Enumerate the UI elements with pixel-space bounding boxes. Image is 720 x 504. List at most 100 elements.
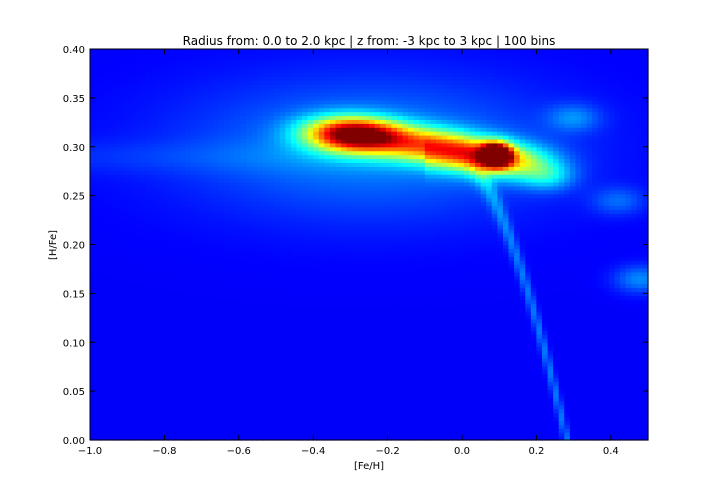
heatmap-cell — [184, 310, 192, 316]
heatmap-cell — [324, 84, 331, 89]
heatmap-cell — [251, 248, 258, 253]
heatmap-cell — [117, 217, 125, 222]
heatmap-cell — [290, 185, 298, 191]
heatmap-cell — [274, 49, 281, 54]
heatmap-cell — [313, 271, 320, 277]
heatmap-cell — [184, 361, 192, 367]
heatmap-cell — [246, 99, 253, 105]
heatmap-cell — [117, 205, 125, 210]
heatmap-cell — [290, 60, 298, 66]
heatmap-cell — [168, 436, 175, 441]
heatmap-cell — [145, 205, 152, 210]
heatmap-cell — [274, 158, 281, 163]
heatmap-cell — [290, 326, 298, 332]
heatmap-cell — [346, 146, 353, 152]
heatmap-cell — [140, 56, 147, 62]
heatmap-cell — [207, 303, 214, 308]
heatmap-cell — [207, 396, 214, 402]
heatmap-cell — [346, 260, 353, 265]
heatmap-cell — [134, 103, 141, 109]
heatmap-cell — [207, 119, 214, 124]
heatmap-cell — [112, 92, 119, 97]
heatmap-cell — [162, 330, 169, 336]
heatmap-cell — [357, 267, 365, 273]
heatmap-cell — [257, 138, 264, 144]
heatmap-cell — [173, 236, 180, 242]
heatmap-cell — [184, 248, 192, 253]
heatmap-cell — [207, 369, 214, 375]
heatmap-cell — [201, 221, 208, 226]
heatmap-cell — [207, 185, 214, 191]
heatmap-cell — [101, 283, 108, 289]
heatmap-cell — [274, 76, 281, 81]
heatmap-cell — [117, 377, 125, 382]
heatmap-cell — [357, 221, 365, 226]
heatmap-cell — [145, 107, 152, 113]
heatmap-cell — [151, 115, 158, 120]
heatmap-cell — [251, 350, 258, 355]
heatmap-cell — [223, 64, 231, 70]
heatmap-cell — [101, 350, 108, 355]
heatmap-cell — [352, 408, 359, 414]
heatmap-cell — [324, 119, 331, 124]
heatmap-cell — [168, 322, 175, 328]
heatmap-cell — [307, 189, 314, 195]
heatmap-cell — [218, 209, 225, 214]
heatmap-cell — [162, 260, 169, 265]
heatmap-cell — [296, 217, 303, 222]
heatmap-cell — [313, 166, 320, 171]
heatmap-cell — [324, 60, 331, 66]
heatmap-cell — [223, 236, 231, 242]
heatmap-cell — [106, 56, 113, 62]
heatmap-cell — [246, 224, 253, 230]
heatmap-cell — [329, 271, 337, 277]
heatmap-cell — [235, 228, 242, 234]
heatmap-cell — [341, 385, 348, 390]
heatmap-cell — [335, 236, 342, 242]
heatmap-cell — [313, 131, 320, 136]
heatmap-cell — [123, 64, 130, 70]
heatmap-cell — [140, 99, 147, 105]
heatmap-cell — [346, 381, 353, 386]
heatmap-cell — [302, 260, 309, 265]
heatmap-cell — [352, 264, 359, 269]
heatmap-cell — [262, 146, 270, 152]
heatmap-cell — [229, 271, 236, 277]
heatmap-cell — [117, 72, 125, 77]
heatmap-cell — [279, 76, 286, 81]
heatmap-cell — [357, 357, 365, 363]
heatmap-cell — [257, 158, 264, 163]
heatmap-cell — [307, 424, 314, 429]
heatmap-cell — [212, 131, 219, 136]
heatmap-cell — [179, 49, 186, 54]
heatmap-cell — [151, 248, 158, 253]
heatmap-cell — [184, 393, 192, 398]
heatmap-cell — [290, 80, 298, 85]
heatmap-cell — [318, 68, 325, 74]
heatmap-cell — [246, 256, 253, 261]
heatmap-cell — [134, 80, 141, 85]
heatmap-cell — [145, 135, 152, 140]
heatmap-cell — [268, 295, 275, 300]
heatmap-cell — [329, 213, 337, 218]
heatmap-cell — [307, 303, 314, 308]
heatmap-cell — [140, 287, 147, 293]
heatmap-cell — [134, 396, 141, 402]
heatmap-cell — [240, 162, 247, 167]
heatmap-cell — [201, 299, 208, 304]
heatmap-cell — [90, 396, 97, 402]
heatmap-cell — [318, 342, 325, 347]
heatmap-cell — [296, 385, 303, 390]
heatmap-cell — [223, 291, 231, 296]
heatmap-cell — [207, 213, 214, 218]
heatmap-cell — [262, 240, 270, 246]
heatmap-cell — [341, 236, 348, 242]
heatmap-cell — [357, 127, 365, 132]
heatmap-cell — [123, 158, 130, 163]
heatmap-cell — [363, 170, 370, 175]
heatmap-cell — [285, 342, 292, 347]
heatmap-cell — [251, 260, 258, 265]
heatmap-cell — [324, 260, 331, 265]
heatmap-cell — [313, 256, 320, 261]
heatmap-cell — [201, 84, 208, 89]
